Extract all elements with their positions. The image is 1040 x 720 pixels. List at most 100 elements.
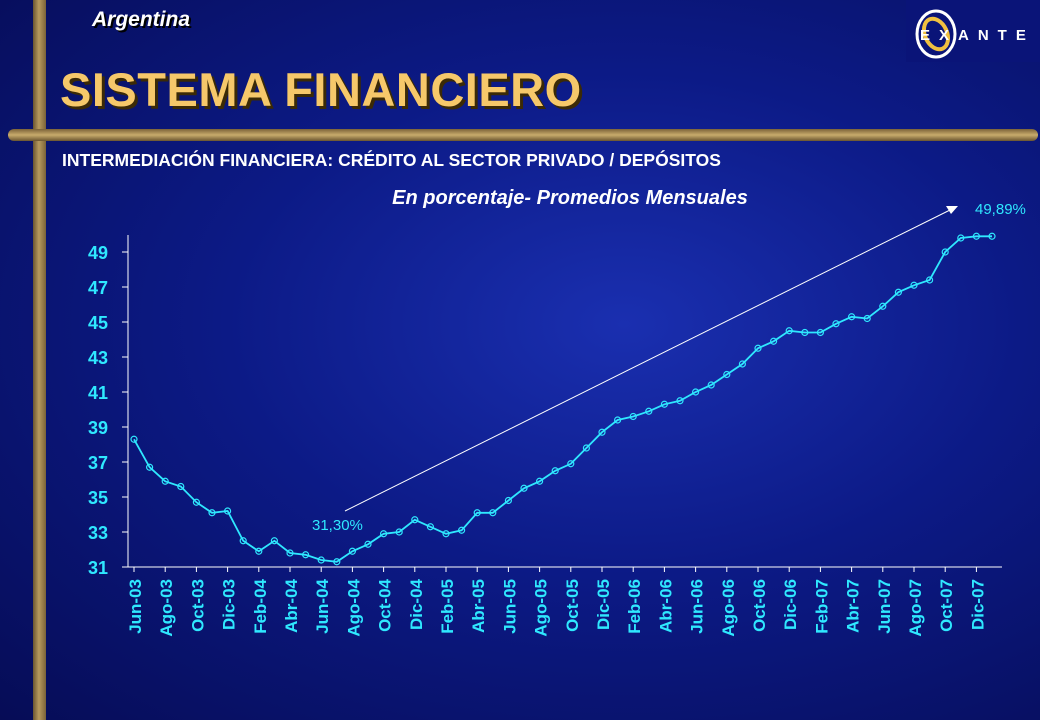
data-point <box>972 232 981 240</box>
x-tick-label: Jun-03 <box>126 579 145 634</box>
trend-arrow-line <box>344 209 951 512</box>
data-point <box>941 248 949 256</box>
data-point <box>302 551 310 559</box>
data-point <box>863 314 871 323</box>
x-tick-label: Dic-07 <box>968 579 987 630</box>
left-decorative-bar <box>33 0 46 720</box>
x-tick-label: Dic-03 <box>220 579 239 630</box>
logo-wordmark: EXANTE <box>920 27 1035 44</box>
y-tick-label: 39 <box>88 418 108 438</box>
data-point <box>520 484 528 492</box>
data-point <box>317 556 325 564</box>
data-point <box>364 540 372 548</box>
y-tick-label: 35 <box>88 488 108 508</box>
exante-logo-icon: EXANTE <box>915 9 1035 59</box>
data-point <box>801 328 809 337</box>
y-tick-label: 37 <box>88 453 108 473</box>
x-tick-label: Feb-05 <box>438 579 457 634</box>
y-tick-label: 41 <box>88 383 108 403</box>
y-tick-label: 47 <box>88 278 108 298</box>
y-tick-label: 45 <box>88 313 108 333</box>
x-tick-label: Ago-04 <box>344 578 363 636</box>
page-title: SISTEMA FINANCIERO <box>60 63 582 116</box>
y-tick-label: 49 <box>88 243 108 263</box>
annotation-max: 49,89% <box>975 201 1026 218</box>
x-tick-label: Feb-07 <box>812 579 831 634</box>
data-point <box>504 496 512 505</box>
x-tick-label: Oct-03 <box>188 579 207 632</box>
data-point <box>645 407 653 415</box>
x-tick-label: Jun-04 <box>313 578 332 633</box>
data-point <box>707 381 715 389</box>
x-tick-label: Ago-06 <box>719 579 738 637</box>
data-point <box>395 528 403 536</box>
data-point <box>816 328 825 337</box>
data-point <box>130 435 138 443</box>
data-point <box>348 547 356 555</box>
data-point <box>691 388 700 396</box>
data-point <box>738 360 747 368</box>
y-tick-label: 43 <box>88 348 108 368</box>
title-underline-bar <box>8 129 1038 141</box>
data-point <box>613 416 622 424</box>
data-point <box>676 397 684 405</box>
data-point <box>785 327 793 335</box>
data-point <box>380 530 388 538</box>
data-point <box>489 509 497 517</box>
data-point <box>239 537 247 545</box>
x-tick-label: Abr-04 <box>282 578 301 632</box>
data-point <box>660 400 669 408</box>
data-point <box>723 370 731 379</box>
data-point <box>832 320 840 328</box>
data-point <box>598 428 606 436</box>
data-point <box>458 526 466 534</box>
data-point <box>629 412 637 421</box>
data-point <box>208 509 216 517</box>
x-tick-label: Dic-06 <box>781 579 800 630</box>
x-tick-label: Feb-06 <box>625 579 644 634</box>
data-point <box>925 276 934 284</box>
data-point <box>957 234 965 242</box>
data-point <box>192 498 200 506</box>
x-tick-label: Ago-03 <box>157 579 176 637</box>
data-point <box>769 337 778 345</box>
y-tick-label: 31 <box>88 558 108 578</box>
country-label: Argentina <box>92 8 191 31</box>
data-point <box>754 344 762 352</box>
data-point <box>146 463 154 471</box>
data-point <box>535 477 544 485</box>
data-point <box>567 460 575 468</box>
data-point <box>473 509 481 517</box>
data-point <box>847 313 856 321</box>
data-point <box>910 281 918 289</box>
x-tick-label: Oct-07 <box>937 579 956 632</box>
data-point <box>988 232 996 240</box>
chart-subtitle: En porcentaje- Promedios Mensuales <box>392 187 748 209</box>
data-point <box>411 516 419 524</box>
x-tick-label: Jun-05 <box>500 579 519 634</box>
x-tick-label: Oct-06 <box>750 579 769 632</box>
data-point <box>442 530 450 538</box>
annotation-min: 31,30% <box>312 517 363 534</box>
x-tick-label: Jun-06 <box>688 579 707 634</box>
x-tick-label: Dic-04 <box>407 578 426 630</box>
x-tick-label: Abr-07 <box>844 579 863 633</box>
x-tick-label: Jun-07 <box>875 579 894 634</box>
data-point <box>270 537 278 545</box>
x-tick-label: Dic-05 <box>594 579 613 630</box>
chart-title: INTERMEDIACIÓN FINANCIERA: CRÉDITO AL SE… <box>62 150 721 170</box>
data-point <box>286 549 294 557</box>
data-point <box>224 507 232 515</box>
data-point <box>879 302 887 310</box>
x-tick-label: Ago-07 <box>906 579 925 637</box>
data-point <box>333 558 341 566</box>
data-point <box>551 467 559 475</box>
x-tick-label: Oct-05 <box>563 579 582 632</box>
data-point <box>426 523 434 531</box>
y-tick-label: 33 <box>88 523 108 543</box>
trend-arrow-head <box>946 206 958 214</box>
data-point <box>161 477 169 485</box>
series-line <box>133 235 992 563</box>
x-tick-label: Ago-05 <box>532 579 551 637</box>
